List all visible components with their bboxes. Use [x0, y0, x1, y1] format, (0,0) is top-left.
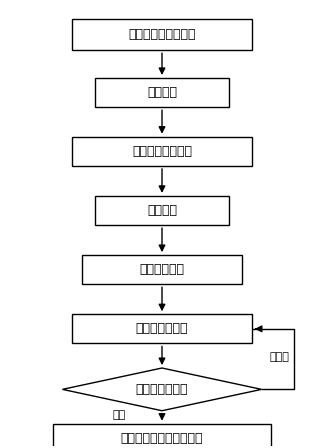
Text: 不吻合: 不吻合	[269, 352, 289, 362]
FancyBboxPatch shape	[72, 19, 252, 50]
Text: 验证模型可靠性: 验证模型可靠性	[136, 383, 188, 396]
FancyBboxPatch shape	[72, 314, 252, 343]
Text: 采集数据: 采集数据	[147, 204, 177, 217]
FancyBboxPatch shape	[95, 196, 229, 225]
FancyBboxPatch shape	[82, 255, 242, 284]
FancyBboxPatch shape	[95, 78, 229, 107]
Text: 预热应变仪并标定: 预热应变仪并标定	[132, 145, 192, 158]
Text: 进行有限元计算界面压力: 进行有限元计算界面压力	[121, 432, 203, 445]
Text: 贴应变片: 贴应变片	[147, 86, 177, 99]
Polygon shape	[63, 368, 261, 411]
FancyBboxPatch shape	[72, 137, 252, 166]
Text: 安装动、静态应变仪: 安装动、静态应变仪	[128, 28, 196, 41]
Text: 建立有限元模型: 建立有限元模型	[136, 323, 188, 336]
FancyBboxPatch shape	[53, 424, 271, 448]
Text: 计算轴向压力: 计算轴向压力	[140, 263, 184, 276]
Text: 吻合: 吻合	[112, 410, 125, 420]
